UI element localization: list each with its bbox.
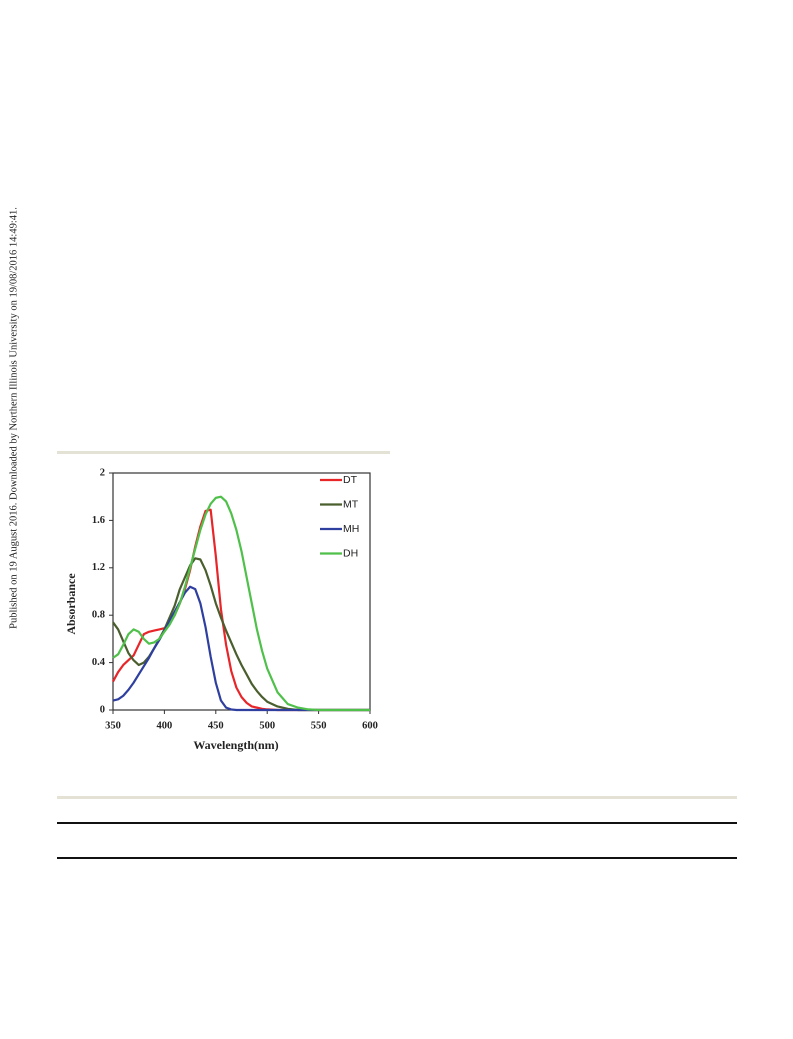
x-tick-label: 350 (105, 720, 121, 731)
y-tick-label: 0.4 (92, 657, 106, 668)
plot-frame (112, 472, 371, 711)
x-tick-label: 400 (157, 720, 173, 731)
x-tick-label: 550 (311, 720, 327, 731)
x-tick-label: 500 (259, 720, 275, 731)
series-line (112, 585, 370, 712)
x-tick-label: 600 (362, 720, 378, 731)
legend-label: DT (343, 474, 358, 486)
rule (57, 857, 737, 859)
rule (57, 822, 737, 824)
x-tick-label: 450 (208, 720, 224, 731)
legend-label: DH (343, 547, 358, 559)
y-tick-label: 1.6 (92, 515, 105, 526)
series-line (112, 557, 370, 712)
rule (57, 451, 390, 454)
series-line (112, 495, 370, 712)
y-tick-label: 0.8 (92, 610, 105, 621)
rule (57, 796, 737, 799)
y-tick-label: 2 (100, 467, 105, 478)
legend-label: MH (343, 523, 359, 535)
y-axis-label: Absorbance (64, 573, 78, 635)
legend-label: MT (343, 498, 359, 510)
y-tick-label: 1.2 (92, 562, 105, 573)
series-line (112, 508, 370, 712)
x-axis-label: Wavelength(nm) (193, 738, 278, 752)
y-tick-label: 0 (100, 704, 105, 715)
